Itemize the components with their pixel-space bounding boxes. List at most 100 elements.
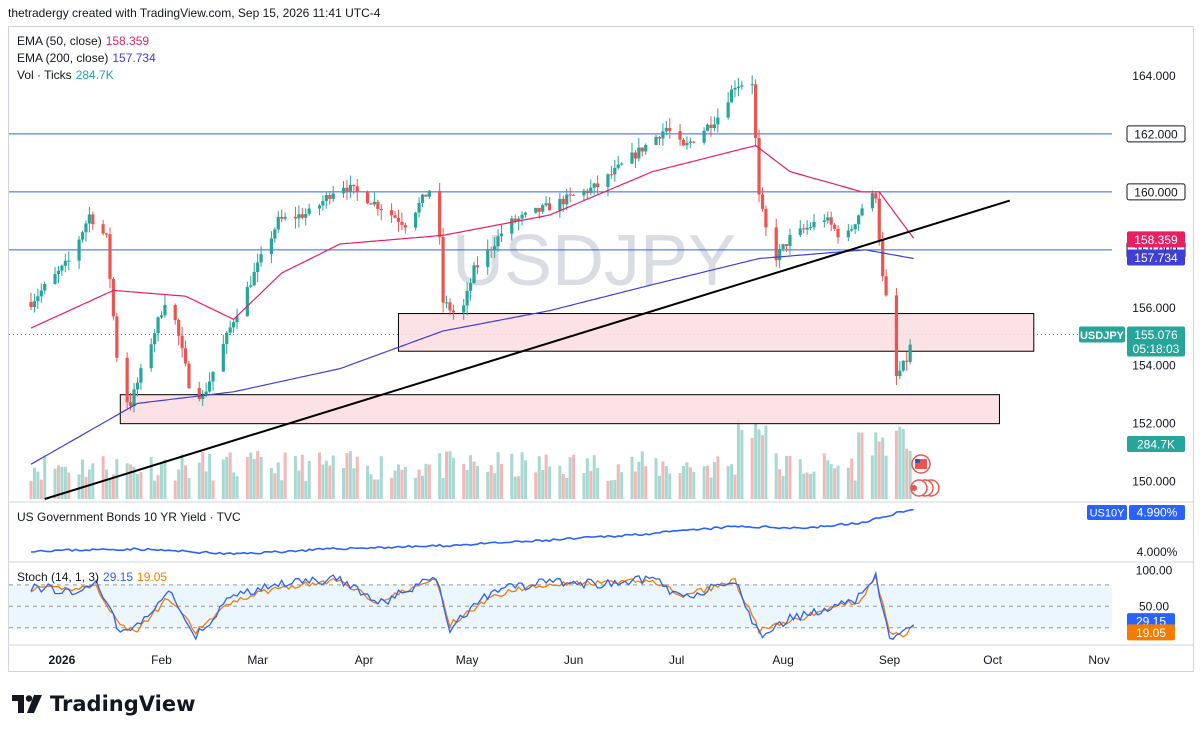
volume-bar xyxy=(499,463,503,499)
candle xyxy=(211,371,215,391)
tradingview-logo[interactable]: TradingView xyxy=(12,692,195,716)
candle xyxy=(523,211,528,218)
candle-body xyxy=(207,381,212,392)
volume-tag-box xyxy=(1127,436,1185,452)
volume-bar xyxy=(396,464,400,499)
candle xyxy=(661,123,665,146)
ema200-legend[interactable]: EMA (200, close) 157.734 xyxy=(17,51,156,65)
last-price-tag-box xyxy=(1127,326,1185,357)
candle-body xyxy=(348,184,352,192)
candle xyxy=(860,203,864,217)
candle-body xyxy=(678,131,682,140)
candle-body xyxy=(664,128,668,132)
candle xyxy=(609,165,613,179)
candle xyxy=(379,204,383,221)
candle-body xyxy=(369,203,373,205)
ema200-value: 157.734 xyxy=(112,51,156,65)
volume-bar xyxy=(160,463,163,499)
ema200-label: EMA (200, close) xyxy=(17,51,109,65)
volume-bar xyxy=(589,470,593,499)
candle-body xyxy=(754,84,758,138)
candle xyxy=(324,191,328,209)
candle-body xyxy=(468,283,473,291)
candle-body xyxy=(211,371,215,382)
chart-canvas[interactable]: USDJPY 162.000160.000158.000164.000156.0… xyxy=(9,27,1193,671)
bond-symbol-text: US10Y xyxy=(1090,508,1126,520)
volume-bar xyxy=(421,475,424,499)
candle xyxy=(317,203,322,216)
candle-body xyxy=(798,228,802,236)
volume-bar xyxy=(633,471,637,499)
candle-body xyxy=(475,265,480,268)
time-tick-Aug: Aug xyxy=(772,653,793,667)
candle xyxy=(101,219,105,236)
candle xyxy=(582,188,586,202)
candle-body xyxy=(630,152,634,164)
candle xyxy=(53,266,57,285)
candle-body xyxy=(585,190,589,193)
candle xyxy=(355,178,359,201)
candle-body xyxy=(716,117,720,125)
zone-1 xyxy=(397,313,1035,352)
volume-bar xyxy=(317,452,321,499)
candle xyxy=(420,193,425,208)
candle-body xyxy=(905,360,909,362)
candle xyxy=(159,311,164,319)
candle-body xyxy=(493,246,497,250)
candle-body xyxy=(321,201,325,206)
candle xyxy=(760,187,765,212)
volume-bar xyxy=(836,465,840,499)
candle xyxy=(235,308,239,330)
vol-legend[interactable]: Vol · Ticks 284.7K xyxy=(17,68,114,82)
candle-body xyxy=(702,130,706,143)
bond-value-text: 4.990% xyxy=(1137,506,1178,520)
volume-bar xyxy=(620,472,624,499)
chart-frame[interactable]: USDJPY 162.000160.000158.000164.000156.0… xyxy=(8,26,1194,672)
candle-body xyxy=(424,194,428,197)
candle-body xyxy=(249,285,253,287)
symbol-tag: USDJPY xyxy=(1079,326,1125,343)
candle-body xyxy=(874,193,878,199)
price-tick-164.000: 164.000 xyxy=(1132,69,1176,83)
stoch-k-value: 29.15 xyxy=(103,570,134,584)
volume-bar xyxy=(688,467,692,499)
candle xyxy=(441,228,445,313)
candle xyxy=(592,182,596,195)
volume-bar xyxy=(733,474,737,499)
candle-body xyxy=(644,144,648,152)
candle xyxy=(493,237,497,259)
candle xyxy=(850,225,854,232)
candle xyxy=(177,318,181,346)
stoch-band xyxy=(9,584,1112,628)
candle-body xyxy=(857,215,861,225)
candle xyxy=(32,293,37,313)
time-tick-Jun: Jun xyxy=(564,653,583,667)
candle-body xyxy=(304,213,308,218)
volume-bar xyxy=(877,441,881,499)
symbol-watermark: USDJPY xyxy=(452,221,736,301)
volume-bar xyxy=(252,459,256,499)
candle xyxy=(870,190,874,212)
stoch-legend[interactable]: Stoch (14, 1, 3) 29.15 19.05 xyxy=(17,570,167,584)
volume-bar xyxy=(774,453,778,499)
bond-legend[interactable]: US Government Bonds 10 YR Yield · TVC xyxy=(17,510,241,524)
volume-bar xyxy=(77,474,81,499)
ema50-legend[interactable]: EMA (50, close) 158.359 xyxy=(17,34,149,48)
candle-body xyxy=(80,232,85,240)
volume-bar xyxy=(709,477,713,499)
bond-yield-line xyxy=(30,508,914,556)
candle-body xyxy=(204,391,208,396)
candle-body xyxy=(201,395,205,400)
candle-body xyxy=(128,402,133,407)
price-tick-150.000: 150.000 xyxy=(1132,475,1176,489)
candle-body xyxy=(252,271,256,286)
candle xyxy=(558,192,562,218)
volume-bar xyxy=(259,456,263,499)
candle xyxy=(499,224,504,242)
candle xyxy=(836,225,840,244)
candle xyxy=(829,211,833,232)
candle-body xyxy=(877,198,881,240)
candle xyxy=(207,372,212,393)
candle-body xyxy=(534,207,538,213)
volume-bar xyxy=(211,480,215,499)
